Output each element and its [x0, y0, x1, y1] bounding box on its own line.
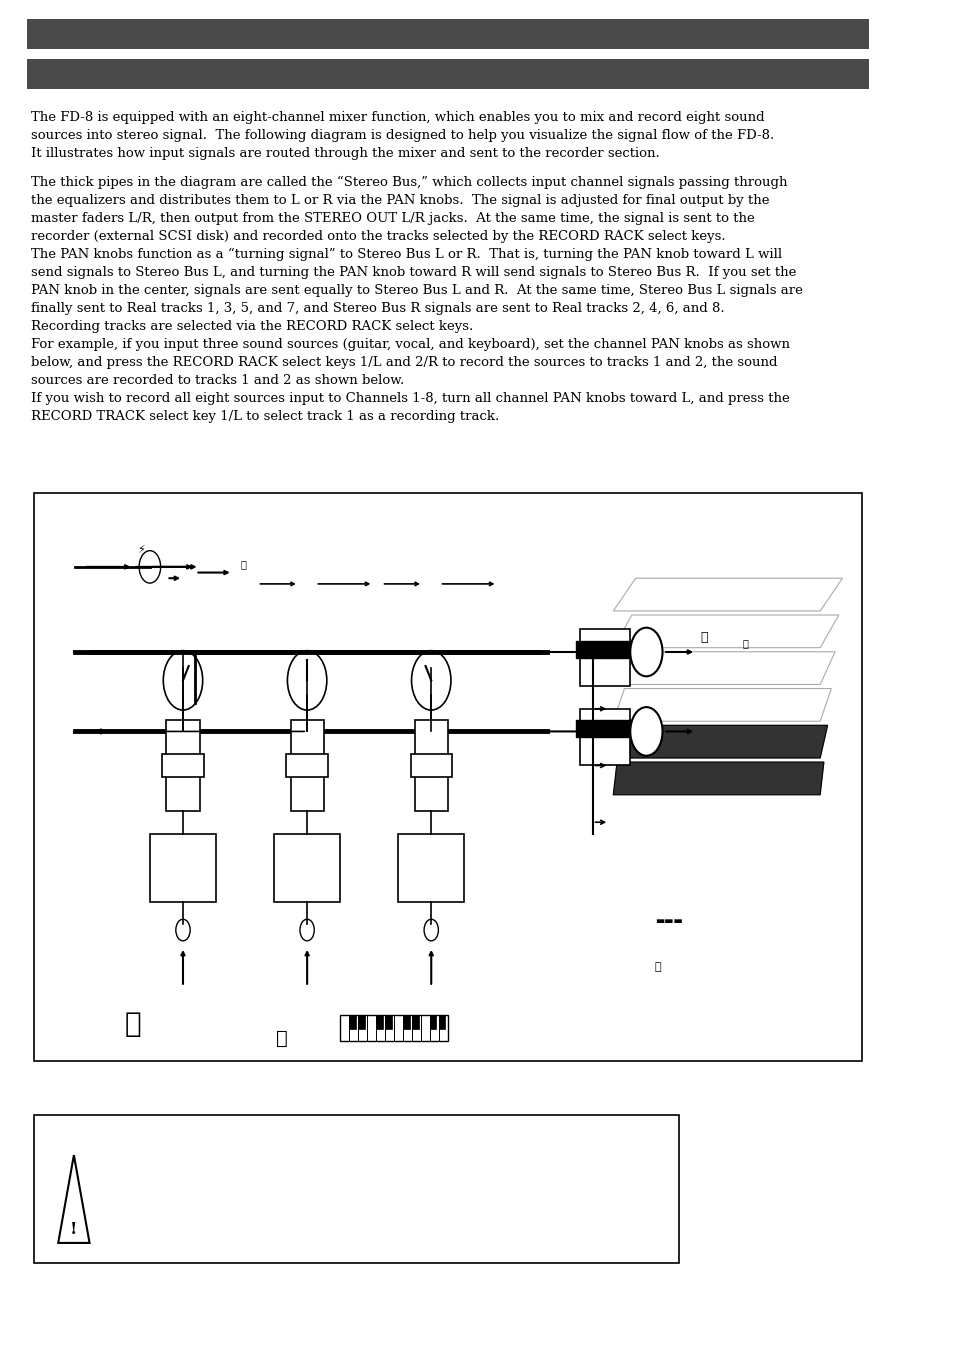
Polygon shape — [613, 689, 830, 721]
Polygon shape — [58, 1155, 90, 1243]
Circle shape — [175, 919, 190, 940]
Text: !: ! — [71, 1221, 77, 1238]
FancyBboxPatch shape — [286, 754, 328, 777]
FancyBboxPatch shape — [349, 1015, 355, 1029]
FancyBboxPatch shape — [166, 720, 199, 811]
FancyBboxPatch shape — [576, 720, 634, 738]
Circle shape — [299, 919, 314, 940]
FancyBboxPatch shape — [340, 1015, 447, 1040]
FancyBboxPatch shape — [438, 1015, 445, 1029]
FancyBboxPatch shape — [430, 1015, 436, 1029]
FancyBboxPatch shape — [579, 630, 629, 686]
FancyBboxPatch shape — [415, 720, 447, 811]
FancyBboxPatch shape — [410, 754, 452, 777]
Text: 📎: 📎 — [241, 559, 247, 569]
FancyBboxPatch shape — [34, 1115, 679, 1263]
Circle shape — [424, 919, 438, 940]
Circle shape — [630, 707, 661, 755]
Text: 🎸: 🎸 — [654, 962, 660, 971]
Text: 🎤: 🎤 — [276, 1028, 288, 1047]
Circle shape — [630, 628, 661, 677]
FancyBboxPatch shape — [27, 19, 868, 49]
Polygon shape — [613, 762, 823, 794]
Circle shape — [163, 651, 202, 711]
FancyBboxPatch shape — [150, 834, 216, 901]
Circle shape — [411, 651, 451, 711]
FancyBboxPatch shape — [27, 59, 868, 89]
FancyBboxPatch shape — [576, 640, 634, 658]
FancyBboxPatch shape — [34, 493, 861, 1061]
FancyBboxPatch shape — [274, 834, 340, 901]
FancyBboxPatch shape — [412, 1015, 418, 1029]
Text: 🎸: 🎸 — [125, 1011, 141, 1038]
FancyBboxPatch shape — [375, 1015, 382, 1029]
FancyBboxPatch shape — [162, 754, 203, 777]
FancyBboxPatch shape — [579, 709, 629, 766]
Polygon shape — [613, 578, 841, 611]
FancyBboxPatch shape — [385, 1015, 392, 1029]
Text: 🎸: 🎸 — [700, 631, 707, 643]
Polygon shape — [613, 762, 823, 794]
Circle shape — [287, 651, 327, 711]
FancyBboxPatch shape — [357, 1015, 364, 1029]
Polygon shape — [613, 651, 834, 685]
Text: The thick pipes in the diagram are called the “Stereo Bus,” which collects input: The thick pipes in the diagram are calle… — [31, 176, 802, 423]
Polygon shape — [613, 725, 827, 758]
Text: ▬▬▬: ▬▬▬ — [654, 916, 681, 927]
Text: ⚡: ⚡ — [137, 544, 145, 555]
FancyBboxPatch shape — [291, 720, 323, 811]
Circle shape — [139, 551, 160, 584]
FancyBboxPatch shape — [402, 1015, 409, 1029]
Polygon shape — [613, 725, 827, 758]
Text: 🎤: 🎤 — [742, 638, 748, 648]
Polygon shape — [613, 615, 838, 647]
FancyBboxPatch shape — [397, 834, 464, 901]
Text: The FD-8 is equipped with an eight-channel mixer function, which enables you to : The FD-8 is equipped with an eight-chann… — [31, 111, 774, 159]
